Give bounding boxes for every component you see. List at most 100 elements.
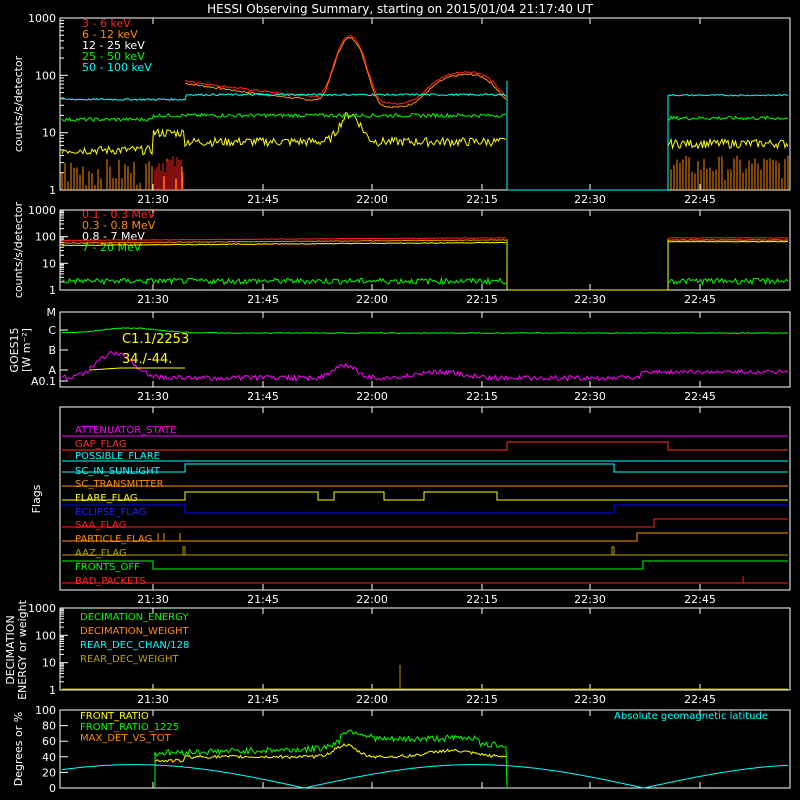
y-tick-label: 1: [49, 684, 56, 697]
legend-entry: 7 - 20 MeV: [82, 241, 142, 254]
flag-label: SAA_FLAG: [75, 520, 126, 531]
flag-saa: [62, 518, 788, 528]
series-7-20-mev-late: [667, 277, 789, 286]
series-front-ratio: [154, 743, 507, 763]
y-tick-label: 10: [42, 257, 56, 270]
goes-annotation-line: [89, 367, 185, 371]
y-tick-label: 100: [35, 231, 56, 244]
legend-entry: 6 - 12 keV: [82, 28, 138, 41]
series-0.8-7-mev-late: [667, 240, 789, 243]
x-tick-label: 21:30: [137, 593, 169, 606]
x-tick-label: 22:00: [356, 193, 388, 206]
x-tick-label: 21:30: [137, 390, 169, 403]
x-tick-label: 22:30: [574, 593, 606, 606]
x-tick-label: 22:15: [466, 390, 498, 403]
y-tick-label: M: [47, 306, 57, 319]
goes-flare-position: 34./-44.: [122, 352, 172, 367]
y-tick-label: 20: [42, 766, 56, 779]
series-gap: [506, 239, 669, 291]
flag-label: AAZ_FLAG: [75, 548, 127, 559]
x-tick-label: 22:00: [356, 593, 388, 606]
flag-eclipse: [62, 504, 788, 514]
y-axis-label: counts/s/detector: [12, 201, 25, 298]
legend-entry: 0.1 - 0.3 MeV: [82, 208, 156, 221]
x-tick-label: 21:45: [247, 390, 279, 403]
flag-label: FLARE_FLAG: [75, 493, 138, 504]
series-6-12-kev-noise: [61, 158, 183, 190]
flag-flare: [62, 491, 788, 501]
series-3-6-kev: [184, 34, 507, 105]
flag-label: GAP_FLAG: [75, 439, 127, 450]
x-tick-label: 21:30: [137, 193, 169, 206]
panel-frame-1: [59, 17, 791, 191]
series-3-6-kev-noise: [154, 156, 184, 190]
x-tick-label: 22:30: [574, 693, 606, 706]
flag-aaz-spikes: [182, 546, 615, 555]
y-axis-label-2: ENERGY or weight: [16, 599, 29, 699]
x-tick-label: 22:45: [684, 193, 716, 206]
chart-title: HESSI Observing Summary, starting on 201…: [207, 2, 593, 16]
panel-frame-5: [59, 607, 791, 691]
series-12-25-kev: [61, 112, 507, 156]
series-6-12-kev: [184, 36, 507, 109]
series-0.3-0.8-mev: [61, 239, 507, 244]
flag-sc-in-sunlight: [62, 463, 788, 473]
flag-label: ECLIPSE_FLAG: [75, 507, 146, 518]
x-tick-label: 21:45: [247, 293, 279, 306]
flag-gap: [62, 441, 788, 451]
flag-label: POSSIBLE_FLARE: [75, 451, 160, 462]
y-tick-label: 60: [42, 735, 56, 748]
x-tick-label: 22:30: [574, 193, 606, 206]
series-0.8-7-mev: [62, 241, 507, 247]
flag-label: BAD_PACKETS: [75, 576, 146, 587]
x-tick-label: 22:45: [684, 390, 716, 403]
flag-label: PARTICLE_FLAG: [75, 534, 152, 545]
x-tick-label: 22:15: [466, 693, 498, 706]
x-tick-label: 21:45: [247, 693, 279, 706]
x-tick-label: 22:15: [466, 593, 498, 606]
y-axis-label: counts/s/detector: [12, 55, 25, 152]
x-tick-label: 21:30: [137, 293, 169, 306]
y-axis-label: DECIMATION: [4, 615, 17, 684]
panel-frame-3: [59, 311, 791, 388]
panel-frame-6: [59, 709, 791, 789]
x-tick-label: 22:00: [356, 293, 388, 306]
flag-particle: [62, 532, 788, 542]
y-tick-label: 10: [42, 657, 56, 670]
series-50-100-kev-late: [667, 93, 789, 97]
panel-frame-2: [59, 209, 791, 291]
x-tick-label: 21:30: [137, 693, 169, 706]
y-tick-label: 1000: [28, 204, 56, 217]
y-tick-label: 100: [35, 69, 56, 82]
x-tick-label: 21:45: [247, 593, 279, 606]
y-tick-label: 80: [42, 720, 56, 733]
x-tick-label: 22:30: [574, 390, 606, 403]
legend-entry: REAR_DEC_CHAN/128: [80, 640, 189, 651]
flag-label: FRONTS_OFF: [75, 562, 140, 573]
legend-entry: DECIMATION_WEIGHT: [80, 626, 189, 637]
series-50-100-kev: [61, 93, 507, 102]
y-axis-label-units: [W m⁻²]: [20, 328, 33, 372]
y-tick-label: C: [48, 324, 56, 337]
legend-entry: FRONT_RATIO_1225: [80, 722, 179, 733]
panel-frame-4: [59, 406, 791, 591]
y-axis-label: Flags: [30, 484, 43, 513]
y-tick-label: 40: [42, 751, 56, 764]
x-tick-label: 22:30: [574, 293, 606, 306]
flag-label: ATTENUATOR_STATE: [75, 425, 176, 436]
goes-long-channel: [61, 327, 789, 334]
series-0.1-0.3-mev-late: [668, 237, 789, 239]
legend-entry: 50 - 100 keV: [82, 61, 152, 74]
x-tick-label: 22:15: [466, 293, 498, 306]
legend-entry-latitude: Absolute geomagnetic latitude: [614, 711, 768, 722]
series-front-ratio-1225: [154, 729, 508, 789]
y-tick-label: 1: [49, 184, 56, 197]
series-geomagnetic-latitude: [61, 764, 789, 789]
series-6-12-kev-noise-late: [667, 155, 789, 190]
flag-particle-spikes: [157, 533, 181, 541]
series-7-20-mev: [61, 276, 507, 286]
y-axis-label: Degrees or %: [12, 712, 25, 786]
series-25-50-kev-late: [667, 115, 789, 121]
